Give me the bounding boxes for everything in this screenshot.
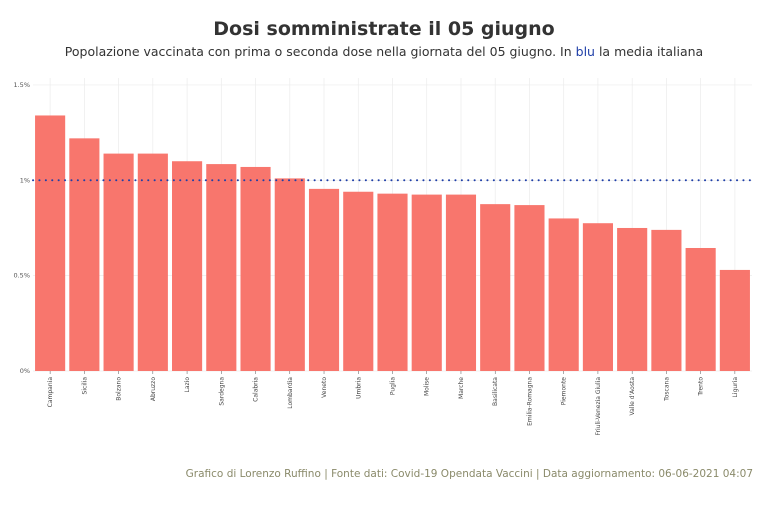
bar-puglia: [377, 193, 408, 371]
bar-umbria: [343, 191, 374, 371]
x-tick-label: Liguria: [732, 377, 739, 398]
x-tick-label: Bolzano: [116, 377, 123, 401]
subtitle-blu: blu: [575, 44, 595, 59]
bar-campania: [35, 115, 66, 371]
bar-calabria: [240, 166, 271, 371]
bar-sardegna: [206, 164, 237, 371]
x-tick-label: Friuli-Venezia Giulia: [595, 377, 602, 436]
bar-liguria: [719, 269, 750, 371]
x-tick-label: Lazio: [184, 377, 191, 393]
x-tick-label: Molise: [424, 377, 431, 396]
bar-molise: [411, 194, 442, 371]
y-tick-label: 1%: [20, 176, 30, 184]
x-tick-label: Abruzzo: [150, 377, 157, 401]
x-tick-label: Valle d'Aosta: [629, 377, 636, 416]
subtitle-text: Popolazione vaccinata con prima o second…: [64, 44, 576, 59]
x-tick-label: Piemonte: [561, 377, 568, 406]
x-tick-label: Sardegna: [218, 377, 225, 406]
x-tick-label: Lombardia: [287, 377, 294, 409]
bar-veneto: [308, 188, 340, 371]
y-tick-label: 1.5%: [13, 81, 30, 89]
x-tick-label: Toscana: [663, 377, 670, 402]
bar-lombardia: [274, 178, 305, 371]
y-tick-label: 0.5%: [13, 272, 30, 280]
bar-marche: [445, 194, 477, 371]
x-tick-label: Trento: [698, 377, 705, 397]
chart-caption: Grafico di Lorenzo Ruffino | Fonte dati:…: [185, 468, 753, 480]
bar-piemonte: [548, 218, 579, 371]
x-tick-label: Sicilia: [81, 377, 88, 395]
x-tick-label: Emilia-Romagna: [526, 377, 533, 426]
x-tick-label: Umbria: [355, 377, 362, 399]
x-tick-label: Calabria: [253, 377, 260, 402]
bar-sicilia: [69, 138, 100, 371]
x-tick-label: Marche: [458, 377, 465, 399]
x-tick-label: Basilicata: [492, 377, 499, 406]
bar-lazio: [172, 161, 203, 371]
x-tick-label: Puglia: [390, 377, 397, 395]
bar-bolzano: [103, 153, 134, 371]
chart-subtitle: Popolazione vaccinata con prima o second…: [0, 44, 768, 59]
bar-emilia-romagna: [514, 205, 545, 371]
y-tick-label: 0%: [20, 367, 30, 375]
subtitle-text-end: la media italiana: [594, 44, 704, 59]
bar-friuli-venezia-giulia: [582, 223, 613, 371]
bar-abruzzo: [137, 153, 168, 371]
chart-title: Dosi somministrate il 05 giugno: [213, 18, 555, 40]
bar-valle-d-aosta: [617, 227, 648, 371]
x-tick-label: Veneto: [321, 377, 328, 398]
bar-basilicata: [480, 204, 511, 371]
bar-trento: [685, 247, 716, 371]
x-tick-label: Campania: [47, 377, 54, 408]
bar-toscana: [651, 229, 682, 371]
